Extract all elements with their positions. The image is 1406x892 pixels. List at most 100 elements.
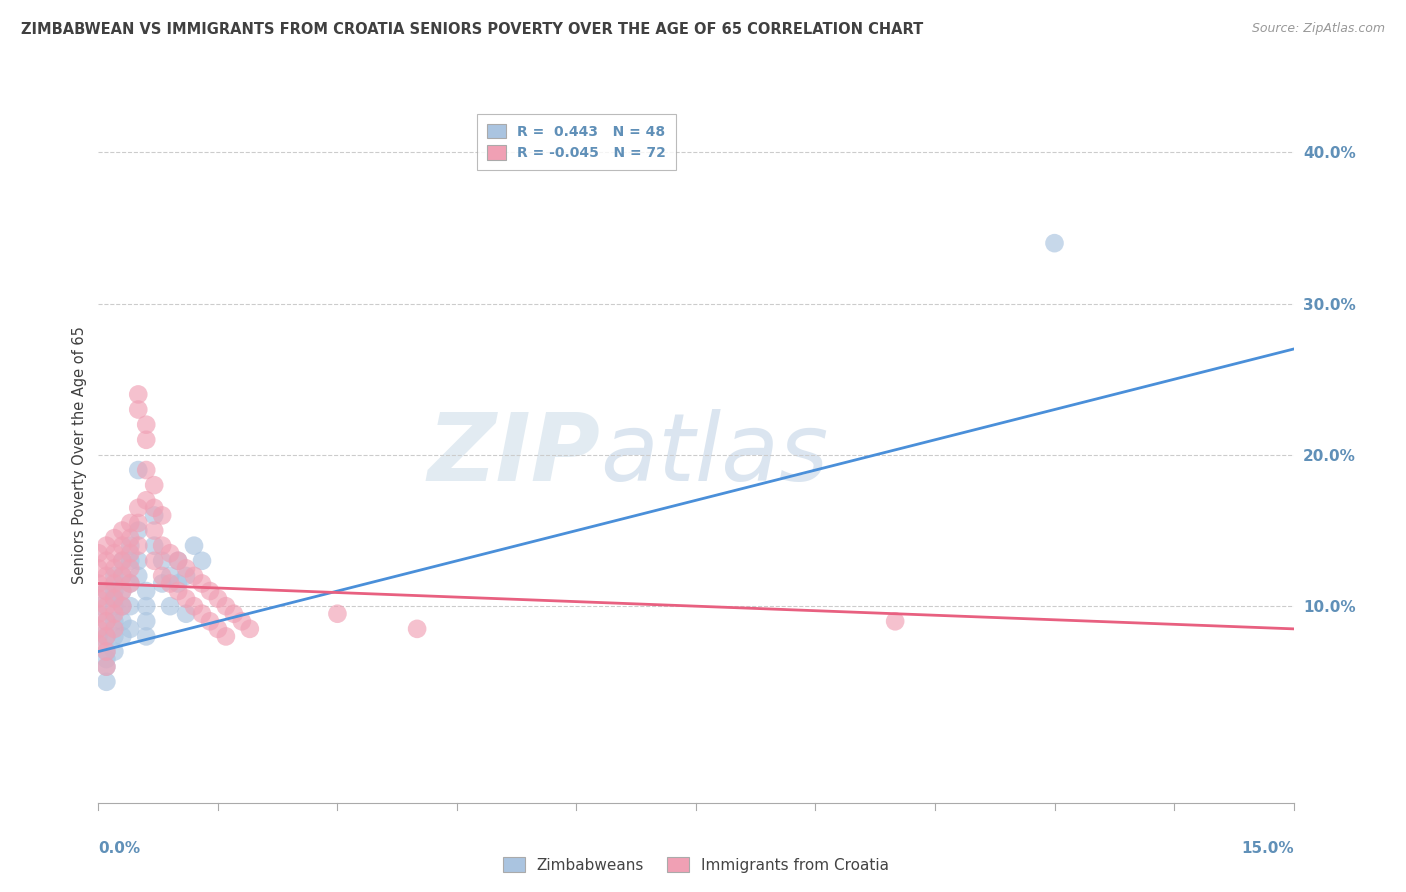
Point bbox=[167, 584, 190, 599]
Text: atlas: atlas bbox=[600, 409, 828, 500]
Point bbox=[127, 402, 149, 417]
Point bbox=[96, 652, 118, 666]
Point bbox=[120, 599, 142, 614]
Point bbox=[120, 546, 142, 560]
Point bbox=[127, 569, 149, 583]
Point bbox=[96, 539, 118, 553]
Point bbox=[150, 576, 173, 591]
Point bbox=[143, 524, 166, 538]
Point bbox=[96, 629, 118, 643]
Point bbox=[326, 607, 349, 621]
Point bbox=[884, 615, 907, 629]
Point bbox=[96, 615, 118, 629]
Point bbox=[103, 591, 125, 606]
Point bbox=[183, 599, 205, 614]
Point bbox=[120, 516, 142, 530]
Point bbox=[143, 500, 166, 515]
Point bbox=[150, 554, 173, 568]
Point bbox=[143, 508, 166, 523]
Point bbox=[111, 615, 134, 629]
Point bbox=[135, 599, 157, 614]
Text: ZIMBABWEAN VS IMMIGRANTS FROM CROATIA SENIORS POVERTY OVER THE AGE OF 65 CORRELA: ZIMBABWEAN VS IMMIGRANTS FROM CROATIA SE… bbox=[21, 22, 924, 37]
Point bbox=[143, 478, 166, 492]
Point bbox=[120, 576, 142, 591]
Point bbox=[120, 576, 142, 591]
Point bbox=[135, 493, 157, 508]
Point bbox=[111, 584, 134, 599]
Point bbox=[120, 622, 142, 636]
Point bbox=[215, 599, 238, 614]
Point bbox=[150, 539, 173, 553]
Point bbox=[120, 539, 142, 553]
Point bbox=[127, 463, 149, 477]
Point bbox=[191, 554, 214, 568]
Point bbox=[174, 591, 197, 606]
Point bbox=[1043, 236, 1066, 251]
Point bbox=[87, 576, 110, 591]
Point bbox=[159, 546, 181, 560]
Text: 0.0%: 0.0% bbox=[98, 840, 141, 855]
Point bbox=[87, 637, 110, 651]
Y-axis label: Seniors Poverty Over the Age of 65: Seniors Poverty Over the Age of 65 bbox=[72, 326, 87, 584]
Point bbox=[127, 500, 149, 515]
Point bbox=[96, 584, 118, 599]
Point bbox=[174, 561, 197, 575]
Point bbox=[103, 569, 125, 583]
Point bbox=[198, 615, 221, 629]
Point bbox=[406, 622, 429, 636]
Point bbox=[150, 569, 173, 583]
Text: Source: ZipAtlas.com: Source: ZipAtlas.com bbox=[1251, 22, 1385, 36]
Point bbox=[111, 569, 134, 583]
Point bbox=[111, 554, 134, 568]
Point bbox=[96, 569, 118, 583]
Point bbox=[183, 569, 205, 583]
Point bbox=[135, 629, 157, 643]
Point bbox=[207, 622, 229, 636]
Point bbox=[96, 599, 118, 614]
Point bbox=[191, 607, 214, 621]
Point bbox=[127, 516, 149, 530]
Point bbox=[96, 554, 118, 568]
Point bbox=[103, 561, 125, 575]
Point bbox=[111, 599, 134, 614]
Point bbox=[135, 417, 157, 432]
Point bbox=[103, 615, 125, 629]
Point bbox=[111, 569, 134, 583]
Point bbox=[135, 463, 157, 477]
Point bbox=[111, 554, 134, 568]
Point bbox=[135, 433, 157, 447]
Point bbox=[111, 539, 134, 553]
Point bbox=[103, 622, 125, 636]
Point bbox=[103, 576, 125, 591]
Point bbox=[103, 584, 125, 599]
Point bbox=[174, 607, 197, 621]
Point bbox=[87, 591, 110, 606]
Point bbox=[159, 599, 181, 614]
Legend: Zimbabweans, Immigrants from Croatia: Zimbabweans, Immigrants from Croatia bbox=[498, 850, 894, 879]
Point bbox=[111, 629, 134, 643]
Point bbox=[103, 644, 125, 658]
Point bbox=[167, 554, 190, 568]
Point bbox=[87, 622, 110, 636]
Point bbox=[135, 584, 157, 599]
Point bbox=[103, 599, 125, 614]
Point bbox=[215, 629, 238, 643]
Point bbox=[127, 524, 149, 538]
Point bbox=[120, 531, 142, 545]
Point bbox=[167, 576, 190, 591]
Point bbox=[120, 561, 142, 575]
Point bbox=[198, 584, 221, 599]
Point bbox=[103, 591, 125, 606]
Point bbox=[96, 644, 118, 658]
Point bbox=[127, 554, 149, 568]
Point bbox=[111, 584, 134, 599]
Point bbox=[103, 607, 125, 621]
Point bbox=[183, 539, 205, 553]
Point bbox=[87, 561, 110, 575]
Point bbox=[231, 615, 253, 629]
Point bbox=[150, 508, 173, 523]
Point bbox=[111, 599, 134, 614]
Text: ZIP: ZIP bbox=[427, 409, 600, 501]
Point bbox=[239, 622, 262, 636]
Point bbox=[127, 387, 149, 401]
